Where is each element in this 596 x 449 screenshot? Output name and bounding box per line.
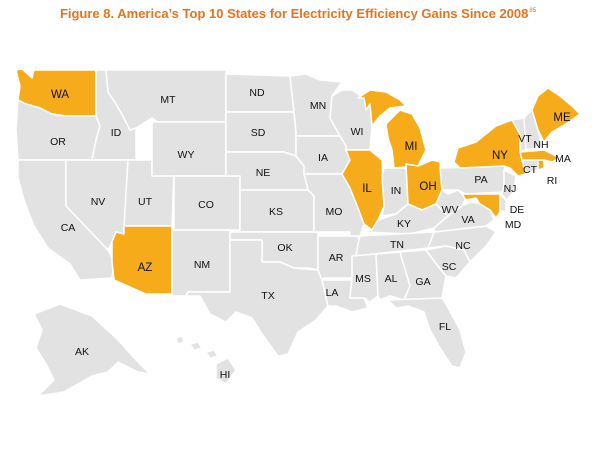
label-in: IN	[391, 185, 402, 197]
label-mt: MT	[160, 94, 176, 106]
state-ma[interactable]	[519, 149, 561, 163]
label-ia: IA	[318, 152, 328, 164]
state-hi[interactable]	[175, 335, 237, 385]
state-nh[interactable]	[523, 109, 543, 151]
label-mi: MI	[405, 141, 418, 153]
state-fl[interactable]	[387, 297, 467, 369]
label-ok: OK	[277, 242, 292, 254]
state-md[interactable]	[461, 193, 501, 219]
label-ma: MA	[555, 153, 571, 165]
label-ga: GA	[415, 276, 430, 288]
label-ct: CT	[523, 164, 538, 176]
label-nm: NM	[194, 259, 210, 271]
label-mo: MO	[326, 206, 343, 218]
label-la: LA	[326, 287, 339, 299]
label-co: CO	[198, 199, 214, 211]
state-ar[interactable]	[317, 235, 361, 281]
label-id: ID	[111, 127, 122, 139]
state-nc[interactable]	[427, 225, 497, 263]
label-or: OR	[50, 136, 66, 148]
label-ar: AR	[329, 252, 344, 264]
label-tx: TX	[261, 290, 274, 302]
label-pa: PA	[474, 174, 487, 186]
state-pa[interactable]	[439, 165, 509, 195]
label-va: VA	[461, 214, 474, 226]
label-hi: HI	[220, 369, 231, 381]
label-sc: SC	[442, 261, 457, 273]
label-ca: CA	[61, 222, 76, 234]
label-ut: UT	[138, 196, 153, 208]
label-oh: OH	[419, 181, 436, 193]
state-tx[interactable]	[185, 239, 329, 357]
label-ms: MS	[355, 273, 371, 285]
state-az[interactable]	[111, 225, 173, 295]
label-sd: SD	[251, 127, 266, 139]
state-ky[interactable]	[363, 203, 449, 235]
state-mi[interactable]	[357, 89, 427, 169]
label-az: AZ	[138, 262, 153, 274]
state-me[interactable]	[531, 87, 581, 143]
label-wy: WY	[178, 149, 195, 161]
state-il[interactable]	[341, 149, 385, 231]
label-ny: NY	[492, 150, 508, 162]
figure-title: Figure 8. America’s Top 10 States for El…	[59, 6, 537, 21]
label-nv: NV	[91, 196, 106, 208]
label-ks: KS	[269, 206, 283, 218]
label-ky: KY	[397, 218, 411, 230]
label-nj: NJ	[504, 183, 517, 195]
label-me: ME	[553, 112, 571, 124]
label-ak: AK	[75, 346, 89, 358]
label-nc: NC	[455, 240, 471, 252]
label-md: MD	[505, 219, 522, 231]
label-de: DE	[510, 204, 525, 216]
state-vt[interactable]	[511, 117, 527, 153]
state-ak[interactable]	[33, 303, 151, 397]
state-ri[interactable]	[537, 159, 545, 171]
label-vt: VT	[518, 133, 532, 145]
label-nd: ND	[249, 87, 265, 99]
label-al: AL	[385, 273, 398, 285]
label-wv: WV	[442, 204, 459, 216]
label-tn: TN	[390, 239, 404, 251]
label-il: IL	[362, 183, 372, 195]
label-wi: WI	[351, 126, 364, 138]
footnote-marker: 85	[529, 8, 537, 14]
label-mn: MN	[310, 100, 326, 112]
label-ne: NE	[256, 167, 271, 179]
label-ri: RI	[547, 175, 558, 187]
label-fl: FL	[439, 321, 451, 333]
label-nh: NH	[533, 139, 548, 151]
label-wa: WA	[51, 89, 69, 101]
